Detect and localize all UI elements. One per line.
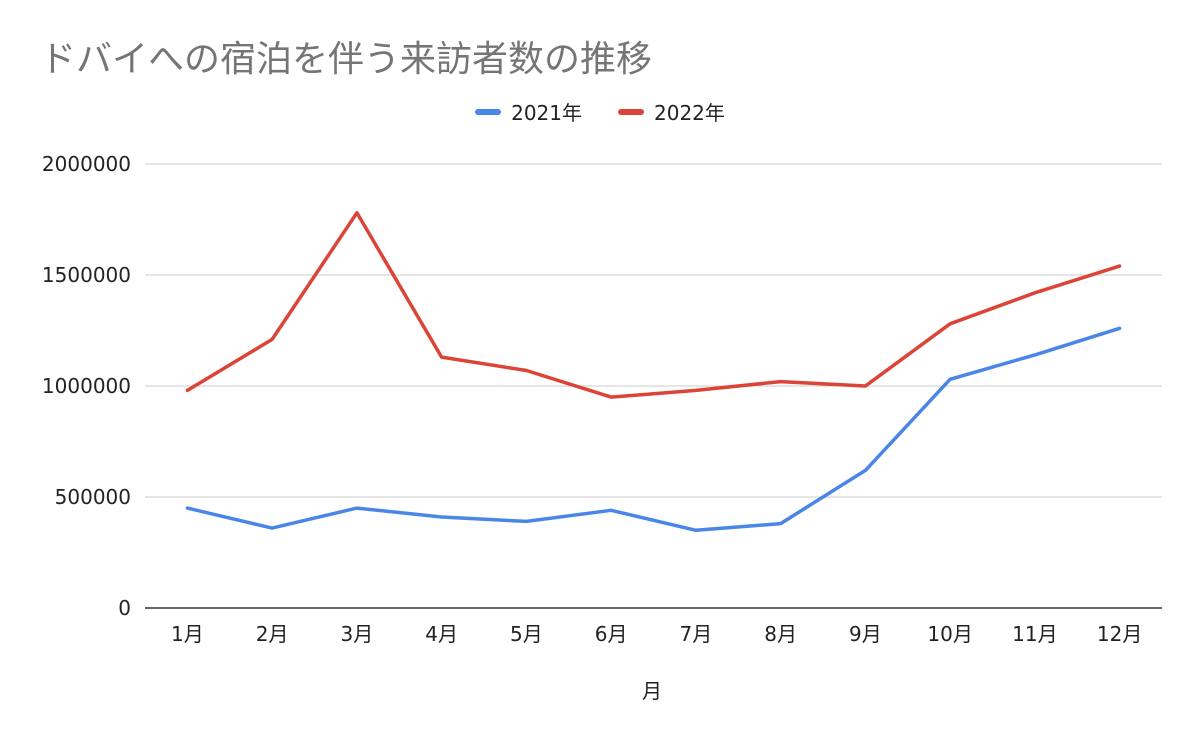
data-point[interactable] bbox=[352, 503, 362, 513]
series-line-1[interactable] bbox=[185, 211, 1122, 399]
y-tick-label: 1500000 bbox=[42, 263, 131, 287]
data-point[interactable] bbox=[182, 385, 192, 395]
data-point[interactable] bbox=[437, 352, 447, 362]
x-tick-label: 3月 bbox=[341, 622, 374, 646]
data-point[interactable] bbox=[437, 512, 447, 522]
x-tick-label: 12月 bbox=[1097, 622, 1142, 646]
legend: 2021年 2022年 bbox=[0, 97, 1200, 126]
data-point[interactable] bbox=[1115, 323, 1125, 333]
data-point[interactable] bbox=[776, 377, 786, 387]
y-tick-label: 0 bbox=[118, 596, 131, 620]
data-point[interactable] bbox=[691, 385, 701, 395]
x-tick-label: 10月 bbox=[927, 622, 972, 646]
x-tick-label: 5月 bbox=[510, 622, 543, 646]
data-point[interactable] bbox=[945, 319, 955, 329]
data-point[interactable] bbox=[860, 381, 870, 391]
x-tick-label: 9月 bbox=[849, 622, 882, 646]
data-point[interactable] bbox=[1030, 288, 1040, 298]
legend-item-2021[interactable]: 2021年 bbox=[475, 97, 582, 126]
legend-label-2021: 2021年 bbox=[511, 101, 582, 125]
y-tick-label: 1000000 bbox=[42, 374, 131, 398]
data-point[interactable] bbox=[606, 392, 616, 402]
x-tick-label: 11月 bbox=[1012, 622, 1057, 646]
x-axis-label: 月 bbox=[642, 679, 662, 703]
y-tick-label: 2000000 bbox=[42, 152, 131, 176]
chart-title: ドバイへの宿泊を伴う来訪者数の推移 bbox=[40, 39, 653, 80]
x-tick-label: 7月 bbox=[680, 622, 713, 646]
series-line-0[interactable] bbox=[185, 326, 1122, 533]
series-lines bbox=[182, 208, 1125, 535]
legend-item-2022[interactable]: 2022年 bbox=[618, 97, 725, 126]
legend-label-2022: 2022年 bbox=[654, 101, 725, 125]
data-point[interactable] bbox=[521, 365, 531, 375]
data-point[interactable] bbox=[267, 334, 277, 344]
legend-swatch-2022 bbox=[618, 108, 644, 115]
x-tick-label: 8月 bbox=[764, 622, 797, 646]
legend-swatch-2021 bbox=[475, 108, 502, 115]
data-point[interactable] bbox=[521, 516, 531, 526]
gridlines bbox=[145, 163, 1162, 609]
x-tick-label: 2月 bbox=[256, 622, 289, 646]
data-point[interactable] bbox=[776, 519, 786, 529]
data-point[interactable] bbox=[691, 525, 701, 535]
data-point[interactable] bbox=[945, 374, 955, 384]
x-tick-label: 6月 bbox=[595, 622, 628, 646]
data-point[interactable] bbox=[860, 465, 870, 475]
data-point[interactable] bbox=[267, 523, 277, 533]
data-point[interactable] bbox=[606, 505, 616, 515]
data-point[interactable] bbox=[352, 208, 362, 218]
data-point[interactable] bbox=[1030, 350, 1040, 360]
x-tick-label: 1月 bbox=[171, 622, 204, 646]
data-point[interactable] bbox=[182, 503, 192, 513]
x-tick-label: 4月 bbox=[425, 622, 458, 646]
data-point[interactable] bbox=[1115, 261, 1125, 271]
y-axis-ticks: 0 500000 1000000 1500000 2000000 bbox=[42, 152, 131, 620]
x-axis-ticks: 1月 2月 3月 4月 5月 6月 7月 8月 9月 10月 11月 12月 bbox=[171, 622, 1142, 646]
y-tick-label: 500000 bbox=[55, 485, 131, 509]
